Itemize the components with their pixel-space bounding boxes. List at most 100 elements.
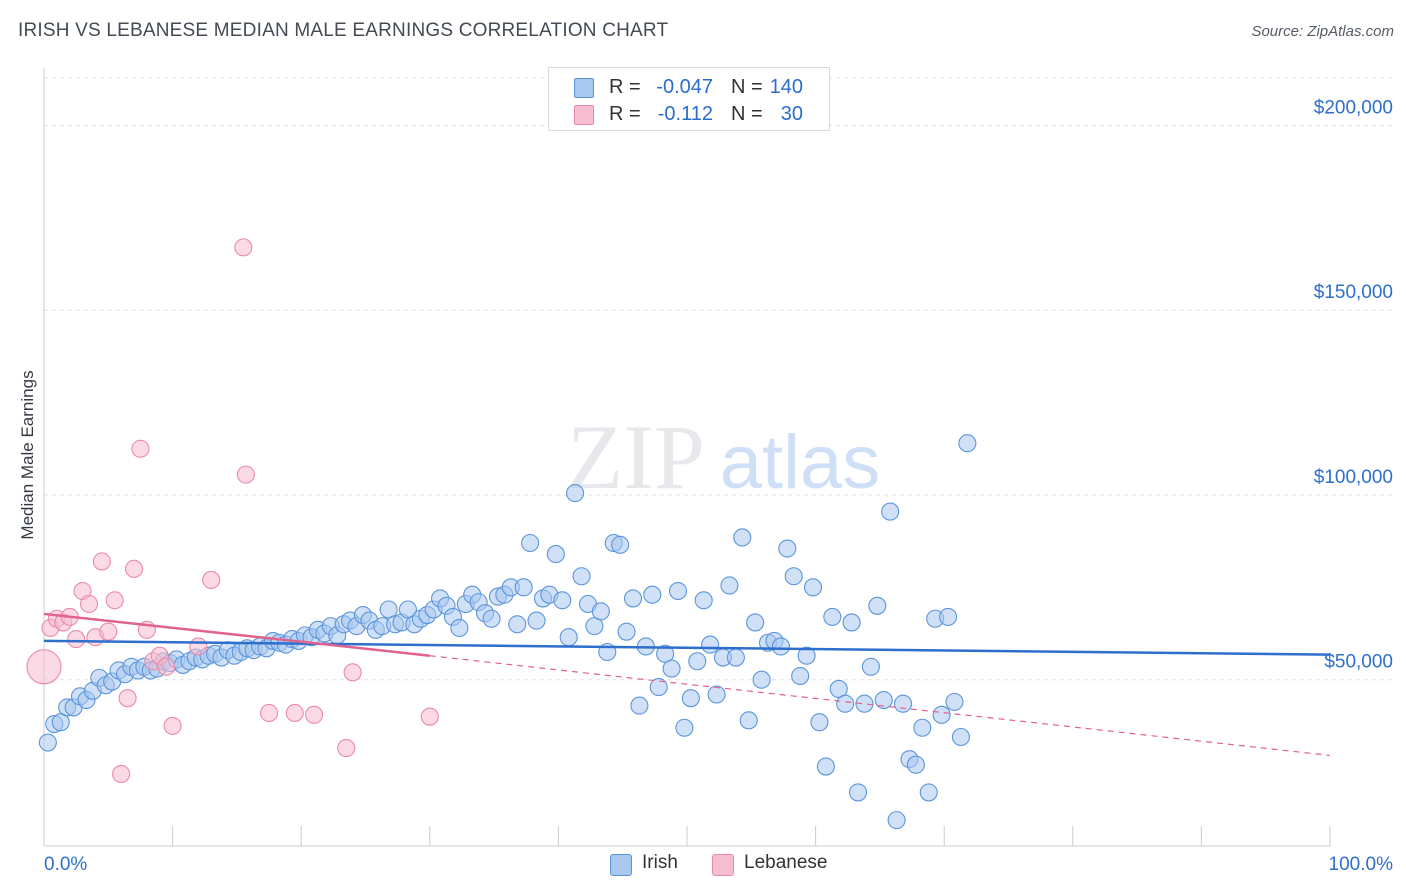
stats-legend: R = -0.047 N = 140 R = -0.112 N = 30 <box>548 67 830 131</box>
y-tick-labels: $50,000 $100,000 $150,000 $200,000 <box>1314 97 1393 672</box>
irish-point <box>823 607 842 626</box>
bottom-legend: Irish Lebanese <box>0 852 1406 878</box>
watermark-atlas: atlas <box>720 420 881 505</box>
irish-point <box>668 581 688 601</box>
lebanese-point <box>124 559 144 578</box>
irish-point <box>521 533 540 553</box>
lebanese-trend-line <box>43 612 430 657</box>
irish-point <box>855 694 874 713</box>
lebanese-point <box>92 552 111 571</box>
irish-point <box>553 591 572 610</box>
irish-point <box>836 694 855 713</box>
irish-point <box>778 539 797 558</box>
irish-point <box>739 711 758 730</box>
irish-point <box>874 690 893 710</box>
irish-point <box>450 618 469 638</box>
irish-point <box>906 755 925 774</box>
x-tick-label: 0.0% <box>44 854 87 875</box>
irish-point <box>662 659 681 678</box>
irish-point <box>810 713 829 732</box>
lebanese-point <box>67 630 86 649</box>
lebanese-point <box>163 716 182 735</box>
lebanese-point <box>305 705 324 724</box>
irish-point <box>514 578 533 597</box>
lebanese-point <box>236 465 255 484</box>
irish-point <box>803 578 823 597</box>
r-label: R = <box>609 103 641 125</box>
irish-point <box>630 696 649 715</box>
irish-point <box>893 694 913 713</box>
irish-point <box>797 646 816 665</box>
irish-point <box>842 613 861 632</box>
irish-trend-line <box>43 639 1331 656</box>
lebanese-point <box>343 663 362 682</box>
r-value: -0.047 <box>656 76 713 98</box>
irish-point <box>746 613 765 632</box>
irish-point <box>733 528 752 547</box>
y-tick-label: $100,000 <box>1314 467 1393 488</box>
irish-point <box>939 607 958 626</box>
lebanese-point <box>285 703 304 723</box>
trend-lines <box>43 612 1331 757</box>
irish-point <box>726 648 745 667</box>
stats-row-lebanese: R = -0.112 N = 30 <box>549 103 829 127</box>
lebanese-point <box>99 622 118 641</box>
irish-point <box>707 685 726 704</box>
lebanese-point <box>420 707 439 726</box>
irish-swatch <box>574 78 594 98</box>
irish-point <box>848 783 868 802</box>
y-tick-label: $200,000 <box>1314 97 1393 118</box>
irish-point <box>771 637 790 656</box>
irish-point <box>688 652 707 671</box>
irish-point <box>566 484 585 503</box>
irish-point <box>572 567 591 586</box>
watermark: ZIP atlas <box>567 406 880 508</box>
irish-point <box>649 678 668 697</box>
irish-point <box>527 611 546 630</box>
n-label: N = <box>731 103 763 125</box>
r-value: -0.112 <box>657 103 713 125</box>
lebanese-point <box>79 594 99 614</box>
irish-point <box>816 757 835 776</box>
irish-point <box>784 567 803 586</box>
irish-point <box>623 589 643 608</box>
lebanese-point <box>112 764 131 783</box>
irish-point <box>611 535 630 554</box>
irish-point <box>643 585 662 604</box>
irish-legend-swatch <box>610 854 632 876</box>
irish-point <box>958 434 977 453</box>
irish-point <box>617 622 636 641</box>
irish-point <box>919 783 938 802</box>
lebanese-trend-extension <box>429 655 1331 757</box>
irish-point <box>38 733 57 752</box>
irish-point <box>861 657 880 676</box>
lebanese-point <box>259 703 279 723</box>
lebanese-point <box>189 637 208 656</box>
stats-row-irish: R = -0.047 N = 140 <box>549 76 829 100</box>
irish-point <box>694 591 713 610</box>
lebanese-point <box>131 439 150 458</box>
irish-point <box>868 596 887 615</box>
irish-point <box>591 602 610 621</box>
irish-point <box>887 811 906 830</box>
irish-point <box>482 609 501 628</box>
irish-point <box>752 670 771 689</box>
irish-point <box>881 502 900 521</box>
lebanese-point <box>105 591 124 610</box>
irish-point <box>791 666 810 686</box>
irish-point <box>559 628 578 647</box>
legend-label-lebanese: Lebanese <box>744 852 828 873</box>
irish-point <box>945 692 964 711</box>
lebanese-point-large <box>26 649 62 685</box>
gridlines <box>44 77 1395 681</box>
n-value: 140 <box>769 76 803 98</box>
legend-label-irish: Irish <box>642 852 678 873</box>
y-tick-label: $150,000 <box>1314 282 1393 303</box>
watermark-zip: ZIP <box>567 406 705 508</box>
irish-point <box>681 689 700 708</box>
irish-point <box>913 718 932 737</box>
irish-point <box>951 727 970 747</box>
irish-point <box>546 545 565 564</box>
irish-point <box>508 615 527 634</box>
